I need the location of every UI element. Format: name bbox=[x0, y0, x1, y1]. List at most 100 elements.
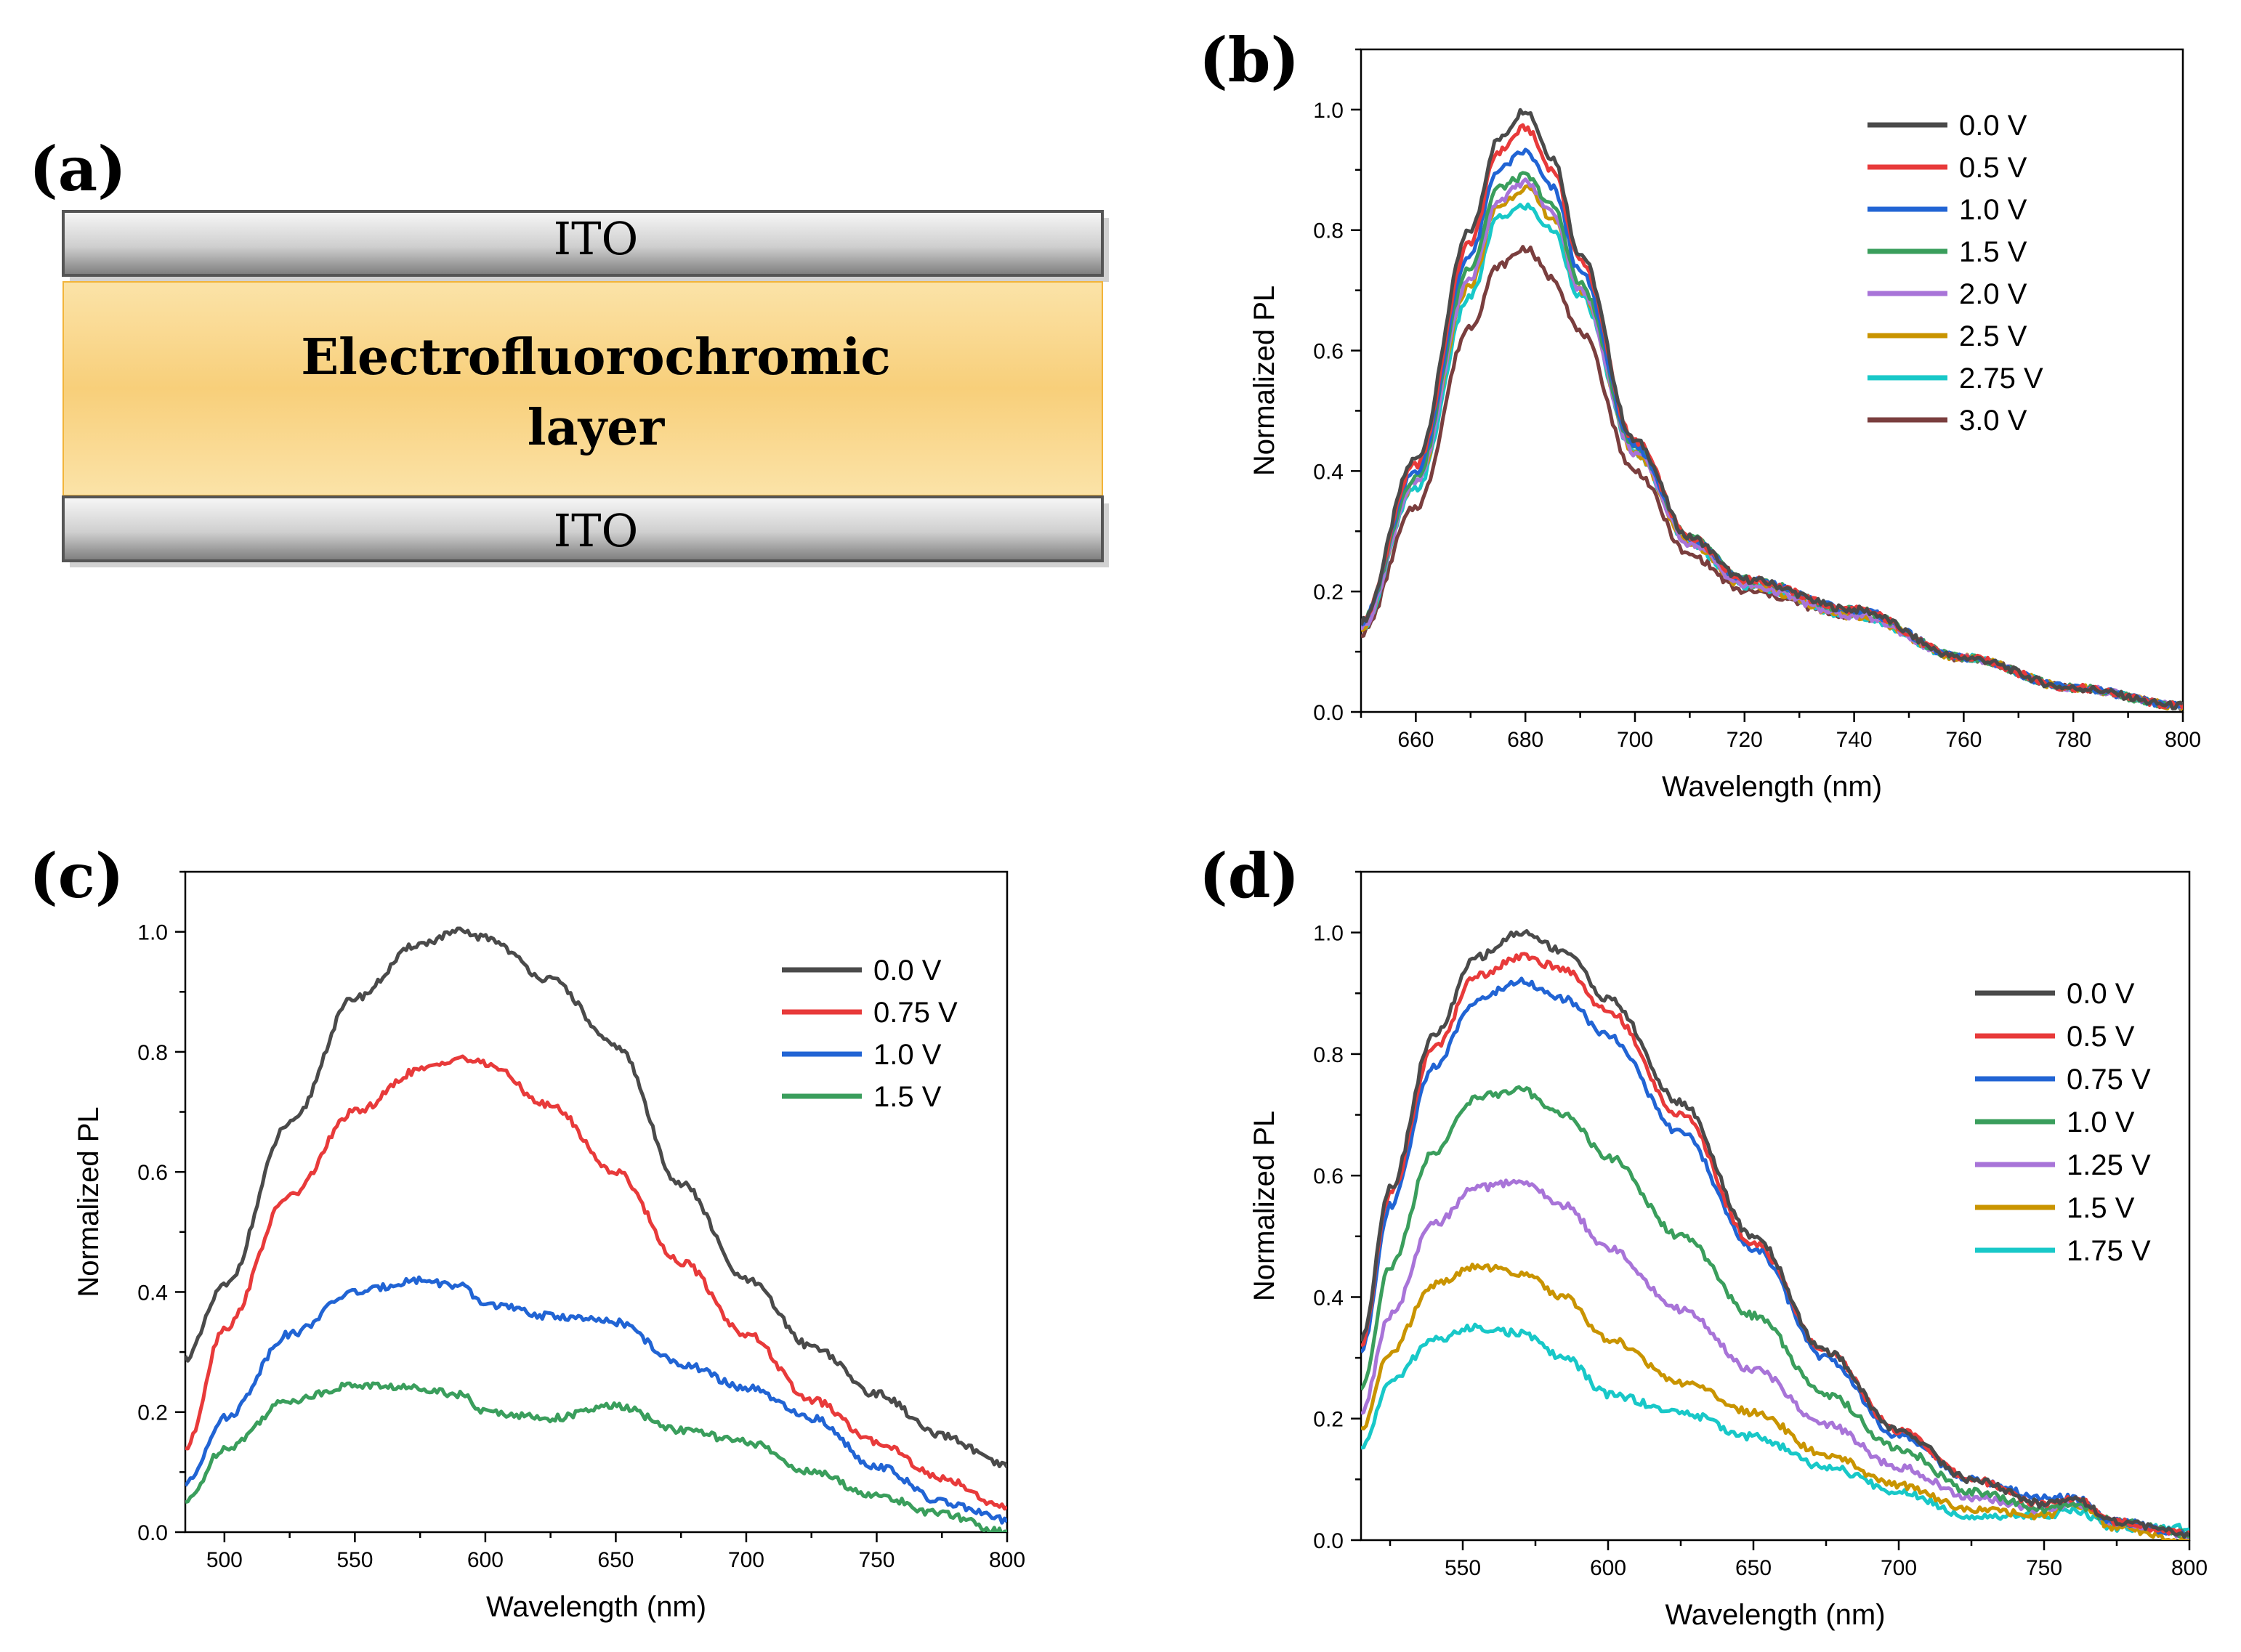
electrofluorochromic-layer bbox=[62, 281, 1103, 496]
y-tick-label: 0.6 bbox=[137, 1161, 168, 1185]
series-line-0-0Vv bbox=[1361, 108, 2183, 710]
plot-frame bbox=[1360, 870, 2191, 1542]
x-tick-label: 750 bbox=[858, 1548, 895, 1572]
y-tick-label: 0.0 bbox=[1313, 701, 1344, 725]
series-group bbox=[185, 926, 1007, 1532]
y-tick-label: 1.0 bbox=[1313, 99, 1344, 123]
legend-label: 2.5 V bbox=[1959, 320, 2027, 352]
layer-label-line1: Electrofluorochromic bbox=[301, 328, 891, 386]
x-tick-label: 680 bbox=[1507, 728, 1543, 752]
plot-frame bbox=[1360, 48, 2184, 713]
y-tick-label: 1.0 bbox=[137, 921, 168, 945]
y-tick-label: 0.2 bbox=[1313, 580, 1344, 604]
y-tick-label: 0.0 bbox=[1313, 1529, 1344, 1553]
bottom-ito-label: ITO bbox=[554, 504, 639, 557]
y-tick-label: 0.8 bbox=[1313, 1043, 1344, 1067]
series-line-3-0Vv bbox=[1361, 245, 2183, 711]
series-line-0-75Vv bbox=[1361, 976, 2189, 1537]
series-line-0-75Vv bbox=[185, 1054, 1007, 1511]
y-tick-label: 0.4 bbox=[1313, 460, 1344, 484]
series-line-1-25Vv bbox=[1361, 1178, 2189, 1539]
x-axis-title: Wavelength (nm) bbox=[486, 1591, 706, 1623]
legend-label: 0.0 V bbox=[873, 955, 942, 987]
x-axis-title: Wavelength (nm) bbox=[1665, 1599, 1885, 1631]
x-tick-label: 750 bbox=[2026, 1556, 2062, 1580]
top-ito-label: ITO bbox=[554, 212, 639, 265]
charts: (b) 660 680 700 720 740 760 780 800 0.0 0.2 0.4 0.6 0… bbox=[29, 24, 2208, 1631]
legend-label: 1.25 V bbox=[2067, 1149, 2151, 1181]
legend-label: 1.5 V bbox=[2067, 1192, 2135, 1224]
y-tick-label: 0.6 bbox=[1313, 1165, 1344, 1189]
y-tick-label: 0.8 bbox=[137, 1041, 168, 1065]
series-line-0-0Vv bbox=[1361, 929, 2189, 1539]
series-line-0-0Vv bbox=[185, 926, 1007, 1468]
y-tick-label: 0.8 bbox=[1313, 219, 1344, 243]
x-tick-label: 650 bbox=[1735, 1556, 1772, 1580]
legend-label: 0.75 V bbox=[873, 997, 958, 1029]
legend-label: 1.75 V bbox=[2067, 1235, 2151, 1267]
legend-label: 0.5 V bbox=[2067, 1021, 2135, 1053]
legend-label: 0.0 V bbox=[2067, 978, 2135, 1010]
x-tick-label: 500 bbox=[206, 1548, 243, 1572]
legend-label: 1.0 V bbox=[873, 1039, 942, 1071]
x-tick-label: 650 bbox=[597, 1548, 634, 1572]
y-axis-title: Normalized PL bbox=[1248, 286, 1280, 476]
legend-label: 1.5 V bbox=[873, 1081, 942, 1113]
y-tick-label: 0.6 bbox=[1313, 340, 1344, 364]
chart-b: (b) 660 680 700 720 740 760 780 800 0.0 0.2 0.4 0.6 0… bbox=[1199, 24, 2201, 803]
x-tick-label: 780 bbox=[2055, 728, 2091, 752]
series-line-1-0Vv bbox=[1361, 1085, 2189, 1539]
series-line-1-5Vv bbox=[1361, 1263, 2189, 1540]
legend-label: 1.5 V bbox=[1959, 236, 2027, 268]
x-tick-label: 550 bbox=[1445, 1556, 1481, 1580]
panel-a-label: (a) bbox=[29, 133, 126, 205]
bottom-ito-layer bbox=[62, 495, 1104, 562]
series-line-2-75Vv bbox=[1361, 202, 2183, 710]
legend-label: 2.0 V bbox=[1959, 278, 2027, 310]
legend-label: 3.0 V bbox=[1959, 405, 2027, 437]
x-tick-label: 740 bbox=[1836, 728, 1873, 752]
y-tick-label: 0.2 bbox=[137, 1401, 168, 1425]
x-tick-label: 800 bbox=[2165, 728, 2201, 752]
x-tick-label: 600 bbox=[1590, 1556, 1626, 1580]
series-group bbox=[1361, 108, 2183, 711]
top-ito-layer bbox=[62, 210, 1104, 277]
x-tick-label: 760 bbox=[1945, 728, 1982, 752]
panel-a: (a) ITO Electrofluorochromic layer ITO bbox=[29, 133, 1109, 567]
x-axis-title: Wavelength (nm) bbox=[1662, 771, 1882, 803]
x-tick-label: 550 bbox=[336, 1548, 373, 1572]
legend-label: 2.75 V bbox=[1959, 363, 2043, 394]
y-tick-label: 1.0 bbox=[1313, 922, 1344, 946]
x-tick-label: 700 bbox=[1881, 1556, 1917, 1580]
y-axis-title: Normalized PL bbox=[73, 1106, 105, 1297]
legend-label: 0.75 V bbox=[2067, 1064, 2151, 1096]
panel-d-label: (d) bbox=[1199, 840, 1299, 912]
x-tick-label: 600 bbox=[467, 1548, 504, 1572]
legend-label: 1.0 V bbox=[2067, 1106, 2135, 1138]
series-group bbox=[1361, 929, 2189, 1540]
panel-c-label: (c) bbox=[29, 840, 124, 912]
y-tick-label: 0.4 bbox=[1313, 1286, 1344, 1310]
series-line-0-5Vv bbox=[1361, 952, 2189, 1538]
y-tick-label: 0.2 bbox=[1313, 1408, 1344, 1432]
legend: 0.0 V 0.5 V 0.75 V 1.0 V 1.25 V 1.5 V 1.75 V bbox=[1975, 978, 2151, 1267]
plot-frame bbox=[184, 870, 1009, 1534]
legend-label: 0.5 V bbox=[1959, 152, 2027, 184]
legend-label: 1.0 V bbox=[1959, 194, 2027, 226]
x-tick-label: 700 bbox=[728, 1548, 764, 1572]
chart-d: (d) 550 600 650 700 750 800 0.0 0.2 0.4 0.6 0.8 1.0 W… bbox=[1199, 840, 2208, 1631]
layer-label-line2: layer bbox=[528, 399, 666, 457]
legend-label: 0.0 V bbox=[1959, 110, 2027, 142]
x-tick-label: 700 bbox=[1617, 728, 1653, 752]
panel-b-label: (b) bbox=[1199, 24, 1299, 96]
series-line-1-0Vv bbox=[185, 1275, 1007, 1525]
y-axis-title: Normalized PL bbox=[1248, 1111, 1280, 1301]
x-tick-label: 660 bbox=[1397, 728, 1434, 752]
legend: 0.0 V 0.75 V 1.0 V 1.5 V bbox=[782, 955, 958, 1113]
y-tick-label: 0.0 bbox=[137, 1521, 168, 1545]
series-line-1-5Vv bbox=[185, 1381, 1007, 1532]
x-tick-label: 720 bbox=[1727, 728, 1763, 752]
x-tick-label: 800 bbox=[989, 1548, 1025, 1572]
legend: 0.0 V 0.5 V 1.0 V 1.5 V 2.0 V 2.5 V 2.75 V 3.0 … bbox=[1868, 110, 2043, 437]
